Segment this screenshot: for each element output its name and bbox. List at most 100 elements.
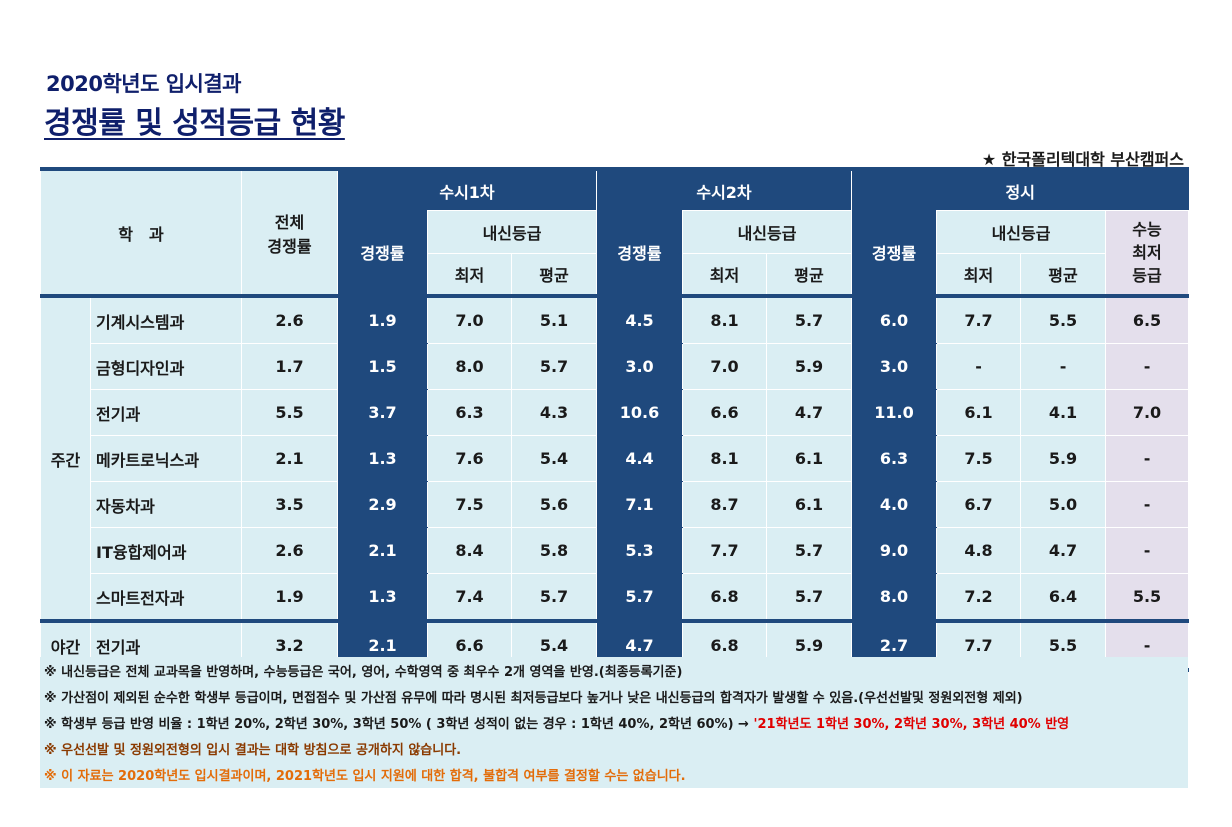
dept-name: 금형디자인과 xyxy=(89,343,243,390)
susi2-min-cell: 7.0 xyxy=(682,343,768,390)
susi1-naesin-header: 내신등급 xyxy=(427,210,598,254)
note-5: ※ 이 자료는 2020학년도 입시결과이며, 2021학년도 입시 지원에 대… xyxy=(44,769,686,784)
susi2-min-header: 최저 xyxy=(682,253,768,297)
susi2-competition-cell: 10.6 xyxy=(596,389,684,436)
jeongsi-naesin-header: 내신등급 xyxy=(936,210,1107,254)
dept-name: 기계시스템과 xyxy=(89,294,243,344)
susi1-min-cell: 7.0 xyxy=(427,294,513,344)
total-competition-cell: 2.6 xyxy=(241,527,339,574)
year-title: 2020학년도 입시결과 xyxy=(46,72,242,96)
jeongsi-avg-cell: 6.4 xyxy=(1020,573,1107,623)
susi2-competition-cell: 7.1 xyxy=(596,481,684,528)
jeongsi-competition-cell: 6.0 xyxy=(851,294,938,344)
susi1-min-cell: 6.3 xyxy=(427,389,513,436)
jeongsi-competition-cell: 3.0 xyxy=(851,343,938,390)
table-row: IT융합제어과 2.6 2.1 8.4 5.8 5.3 7.7 5.7 9.0 4.8 4.7- xyxy=(41,527,1190,574)
dept-name: 스마트전자과 xyxy=(89,573,243,623)
table-row: 전기과 5.5 3.7 6.3 4.3 10.6 6.6 4.7 11.0 6.1 4.1 7.0 xyxy=(41,389,1190,436)
campus-label: ★ 한국폴리텍대학 부산캠퍼스 xyxy=(981,150,1184,169)
dept-name: 메카트로닉스과 xyxy=(89,435,243,482)
susi2-min-cell: 6.8 xyxy=(682,573,768,623)
note-1: ※ 내신등급은 전체 교과목을 반영하며, 수능등급은 국어, 영어, 수학영역… xyxy=(44,665,683,680)
suneung-header: 수능 최저 등급 xyxy=(1105,210,1190,297)
note-3-highlight: '21학년도 1학년 30%, 2학년 30%, 3학년 40% 반영 xyxy=(753,717,1070,732)
total-competition-header: 전체 경쟁률 xyxy=(241,167,339,297)
suneung-min-cell: - xyxy=(1105,527,1190,574)
note-3-main: ※ 학생부 등급 반영 비율 : 1학년 20%, 2학년 30%, 3학년 5… xyxy=(44,717,754,732)
susi1-avg-cell: 5.7 xyxy=(511,343,598,390)
section-label: 주간 xyxy=(40,294,91,623)
total-competition-cell: 2.6 xyxy=(241,294,339,344)
jeongsi-min-cell: - xyxy=(936,343,1022,390)
total-competition-cell: 5.5 xyxy=(241,389,339,436)
suneung-min-cell: - xyxy=(1105,435,1190,482)
susi1-avg-cell: 5.8 xyxy=(511,527,598,574)
susi2-min-cell: 8.1 xyxy=(682,435,768,482)
susi1-min-cell: 8.4 xyxy=(427,527,513,574)
susi1-competition-cell: 2.9 xyxy=(337,481,429,528)
susi1-min-header: 최저 xyxy=(427,253,513,297)
susi1-competition-cell: 3.7 xyxy=(337,389,429,436)
susi2-avg-cell: 6.1 xyxy=(766,435,853,482)
suneung-min-cell: 5.5 xyxy=(1105,573,1190,623)
suneung-min-cell: - xyxy=(1105,481,1190,528)
suneung-min-cell: 6.5 xyxy=(1105,294,1190,344)
results-table: 학 과 전체 경쟁률 수시1차 수시2차 정시 경쟁률 내신등급 경쟁률 내신등… xyxy=(39,167,1190,672)
note-4: ※ 우선선발 및 정원외전형의 입시 결과는 대학 방침으로 공개하지 않습니다… xyxy=(44,743,462,758)
jeongsi-min-header: 최저 xyxy=(936,253,1022,297)
susi2-avg-cell: 5.9 xyxy=(766,343,853,390)
susi1-competition-header: 경쟁률 xyxy=(337,210,428,296)
jeongsi-avg-cell: 4.7 xyxy=(1020,527,1107,574)
susi2-avg-cell: 5.7 xyxy=(766,527,853,574)
total-competition-cell: 1.7 xyxy=(241,343,339,390)
jeongsi-competition-header: 경쟁률 xyxy=(851,210,937,296)
jeongsi-competition-cell: 11.0 xyxy=(851,389,938,436)
jeongsi-header: 정시 xyxy=(851,167,1189,211)
susi2-competition-cell: 5.3 xyxy=(596,527,684,574)
jeongsi-min-cell: 6.7 xyxy=(936,481,1022,528)
susi1-min-cell: 7.6 xyxy=(427,435,513,482)
jeongsi-avg-cell: 5.0 xyxy=(1020,481,1107,528)
susi2-avg-cell: 4.7 xyxy=(766,389,853,436)
jeongsi-avg-cell: 5.9 xyxy=(1020,435,1107,482)
susi1-avg-cell: 5.6 xyxy=(511,481,598,528)
susi1-avg-cell: 5.1 xyxy=(511,294,598,344)
susi1-competition-cell: 1.5 xyxy=(337,343,429,390)
dept-name: IT융합제어과 xyxy=(89,527,243,574)
susi2-competition-header: 경쟁률 xyxy=(596,210,683,296)
susi2-avg-cell: 6.1 xyxy=(766,481,853,528)
table-row: 메카트로닉스과 2.1 1.3 7.6 5.4 4.4 8.1 6.1 6.3 7.5 5.9- xyxy=(41,435,1190,482)
jeongsi-competition-cell: 6.3 xyxy=(851,435,938,482)
jeongsi-competition-cell: 4.0 xyxy=(851,481,938,528)
total-competition-cell: 1.9 xyxy=(241,573,339,623)
table-row: 자동차과 3.5 2.9 7.5 5.6 7.1 8.7 6.1 4.0 6.7 5.0- xyxy=(41,481,1190,528)
susi2-avg-header: 평균 xyxy=(766,253,853,297)
susi1-min-cell: 7.4 xyxy=(427,573,513,623)
susi2-competition-cell: 5.7 xyxy=(596,573,684,623)
jeongsi-avg-header: 평균 xyxy=(1020,253,1107,297)
note-2: ※ 가산점이 제외된 순수한 학생부 등급이며, 면접점수 및 가산점 유무에 … xyxy=(44,691,1023,706)
susi2-competition-cell: 4.4 xyxy=(596,435,684,482)
jeongsi-min-cell: 4.8 xyxy=(936,527,1022,574)
susi2-avg-cell: 5.7 xyxy=(766,294,853,344)
susi1-min-cell: 8.0 xyxy=(427,343,513,390)
total-competition-cell: 3.5 xyxy=(241,481,339,528)
jeongsi-min-cell: 7.2 xyxy=(936,573,1022,623)
dept-name: 자동차과 xyxy=(89,481,243,528)
susi2-min-cell: 7.7 xyxy=(682,527,768,574)
jeongsi-min-cell: 7.5 xyxy=(936,435,1022,482)
susi2-min-cell: 8.1 xyxy=(682,294,768,344)
note-3: ※ 학생부 등급 반영 비율 : 1학년 20%, 2학년 30%, 3학년 5… xyxy=(44,713,1069,732)
susi1-competition-cell: 1.3 xyxy=(337,573,429,623)
susi2-min-cell: 8.7 xyxy=(682,481,768,528)
table-row: 스마트전자과 1.9 1.3 7.4 5.7 5.7 6.8 5.7 8.0 7.2 6.4 5.5 xyxy=(41,573,1190,623)
suneung-min-cell: 7.0 xyxy=(1105,389,1190,436)
notes-panel: ※ 내신등급은 전체 교과목을 반영하며, 수능등급은 국어, 영어, 수학영역… xyxy=(40,657,1188,788)
susi1-avg-cell: 5.4 xyxy=(511,435,598,482)
jeongsi-avg-cell: - xyxy=(1020,343,1107,390)
jeongsi-min-cell: 6.1 xyxy=(936,389,1022,436)
susi2-header: 수시2차 xyxy=(596,167,853,211)
dept-name: 전기과 xyxy=(89,389,243,436)
jeongsi-min-cell: 7.7 xyxy=(936,294,1022,344)
jeongsi-competition-cell: 8.0 xyxy=(851,573,938,623)
